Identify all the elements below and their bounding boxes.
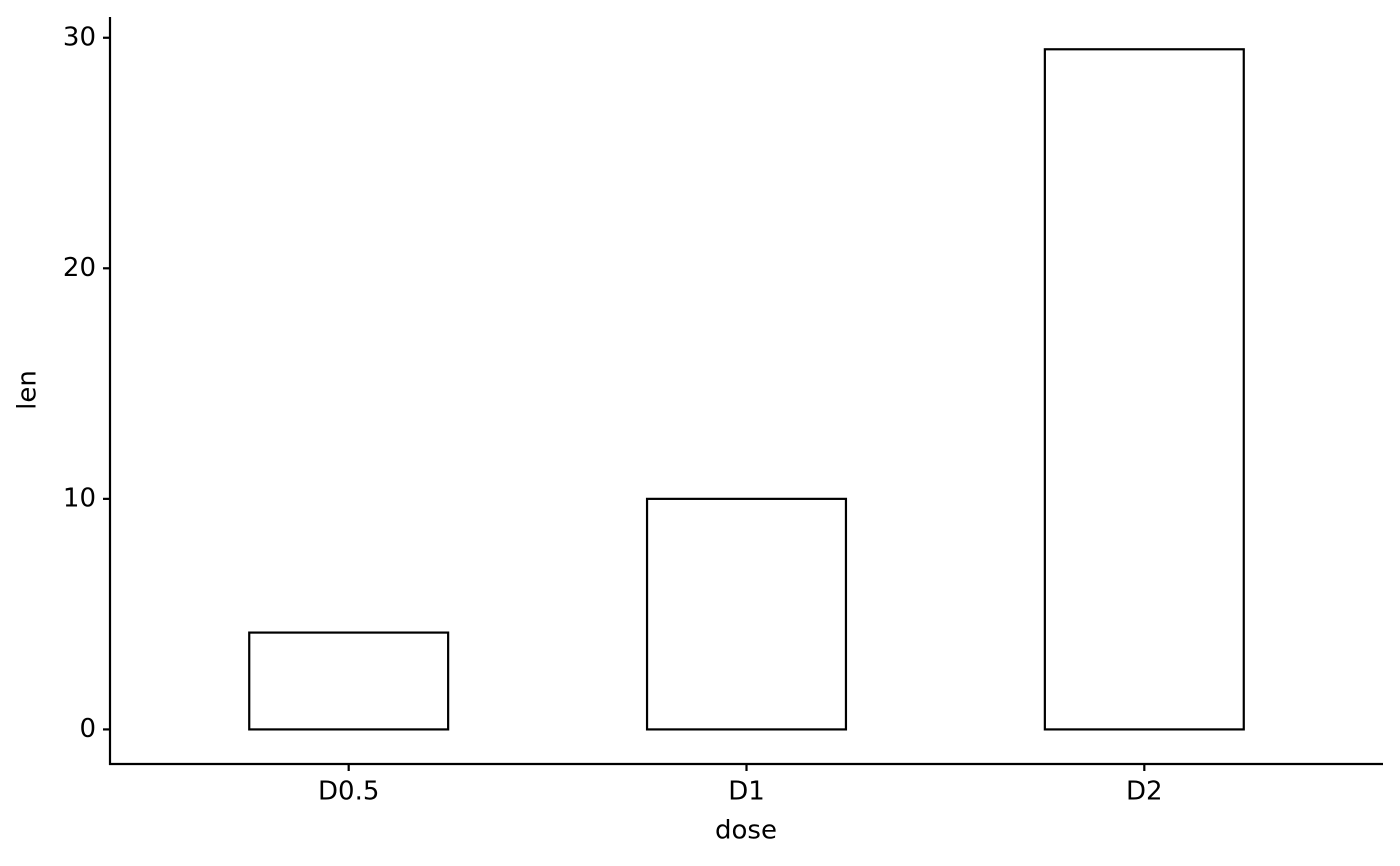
- y-tick-label: 0: [79, 714, 96, 744]
- y-tick-label: 20: [63, 253, 96, 283]
- y-axis-title: len: [13, 370, 43, 410]
- x-tick-label: D1: [728, 777, 765, 807]
- bar: [645, 497, 848, 731]
- x-tick-label: D0.5: [318, 777, 379, 807]
- bar: [1043, 48, 1245, 731]
- y-tick-label: 10: [63, 483, 96, 513]
- bar: [248, 631, 450, 731]
- y-tick-label: 30: [63, 22, 96, 52]
- x-tick-label: D2: [1126, 777, 1163, 807]
- x-axis-title: dose: [715, 816, 777, 846]
